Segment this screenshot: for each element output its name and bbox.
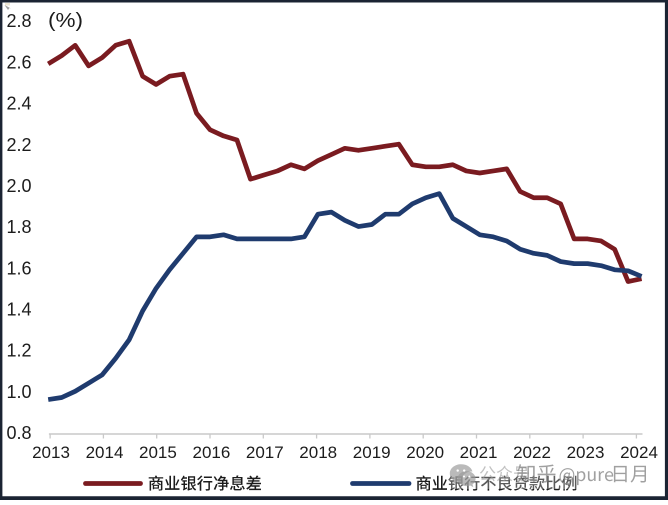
svg-text:2017: 2017 (246, 443, 284, 462)
svg-text:2.6: 2.6 (6, 52, 31, 72)
svg-text:2023: 2023 (567, 443, 605, 462)
svg-text:2.8: 2.8 (6, 11, 31, 31)
svg-text:2018: 2018 (299, 443, 337, 462)
svg-text:2015: 2015 (139, 443, 177, 462)
svg-text:1.6: 1.6 (6, 258, 31, 278)
svg-text:1.0: 1.0 (6, 382, 31, 402)
svg-text:2019: 2019 (353, 443, 391, 462)
svg-text:0.8: 0.8 (6, 423, 31, 443)
svg-text:2.4: 2.4 (6, 94, 31, 114)
svg-text:2013: 2013 (32, 443, 70, 462)
svg-text:(%): (%) (48, 10, 83, 32)
svg-text:2014: 2014 (86, 443, 124, 462)
svg-text:1.4: 1.4 (6, 300, 31, 320)
svg-text:2021: 2021 (460, 443, 498, 462)
svg-text:2020: 2020 (406, 443, 444, 462)
svg-text:1.8: 1.8 (6, 217, 31, 237)
svg-text:2.0: 2.0 (6, 176, 31, 196)
svg-text:2024: 2024 (620, 443, 658, 462)
svg-text:2.2: 2.2 (6, 135, 31, 155)
svg-text:1.2: 1.2 (6, 341, 31, 361)
svg-text:2022: 2022 (513, 443, 551, 462)
svg-text:2016: 2016 (192, 443, 230, 462)
